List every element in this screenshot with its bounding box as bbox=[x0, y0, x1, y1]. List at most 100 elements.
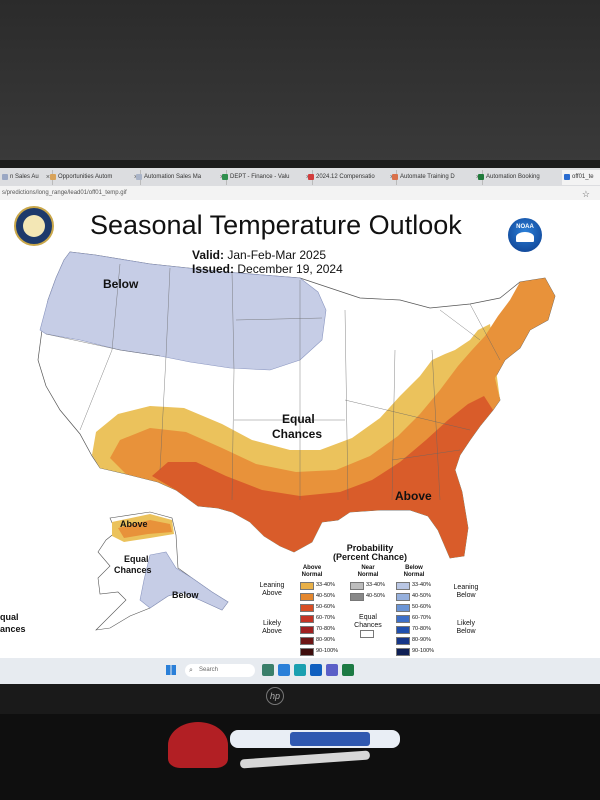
excel-icon[interactable] bbox=[342, 664, 354, 676]
tab-favicon-icon bbox=[50, 174, 56, 180]
legend-below-label: 70-80% bbox=[412, 626, 431, 632]
browser-tab[interactable]: Automate Training D × bbox=[390, 170, 483, 185]
legend-above-swatch bbox=[300, 615, 314, 623]
state-boundaries bbox=[45, 263, 501, 501]
issued-value: December 19, 2024 bbox=[237, 262, 343, 276]
windows-start-icon[interactable] bbox=[166, 665, 176, 675]
browser-tab[interactable]: Automation Sales Ma × bbox=[134, 170, 227, 185]
alaska-above-40-region bbox=[118, 520, 172, 538]
tab-favicon-icon bbox=[392, 174, 398, 180]
legend-near-label: 40-50% bbox=[366, 593, 385, 599]
red-hat-figurine bbox=[168, 722, 228, 768]
tab-label: Automation Booking bbox=[486, 174, 540, 180]
map-label-above: Above bbox=[395, 489, 432, 503]
legend-below-label: 60-70% bbox=[412, 615, 431, 621]
browser-tab[interactable]: DEPT - Finance - Valu × bbox=[220, 170, 313, 185]
tab-close-icon[interactable]: × bbox=[476, 170, 480, 185]
tab-favicon-icon bbox=[136, 174, 142, 180]
legend-below-swatch bbox=[396, 593, 410, 601]
tab-close-icon[interactable]: × bbox=[134, 170, 138, 185]
tab-close-icon[interactable]: × bbox=[220, 170, 224, 185]
legend-above-swatch bbox=[300, 648, 314, 656]
tab-favicon-icon bbox=[308, 174, 314, 180]
legend-below-header: Below Normal bbox=[403, 565, 425, 578]
browser-tab-active[interactable]: off01_te bbox=[562, 170, 600, 185]
legend-above-swatch bbox=[300, 626, 314, 634]
monitor-chin bbox=[0, 684, 600, 714]
legend-below-swatch bbox=[396, 615, 410, 623]
legend-leaning-below: Leaning Below bbox=[453, 584, 479, 599]
outlook-icon[interactable] bbox=[310, 664, 322, 676]
taskbar-search-input[interactable]: ⌕ Search bbox=[185, 664, 255, 677]
legend-above-label: 90-100% bbox=[316, 648, 339, 654]
legend-below-swatch bbox=[396, 604, 410, 612]
legend-equal-swatch bbox=[360, 630, 374, 638]
dry-erase-marker bbox=[230, 730, 400, 748]
tab-favicon-icon bbox=[564, 174, 570, 180]
issued-label: Issued: bbox=[192, 262, 235, 276]
chrome-icon[interactable] bbox=[278, 664, 290, 676]
teams-icon[interactable] bbox=[326, 664, 338, 676]
valid-value: Jan-Feb-Mar 2025 bbox=[227, 248, 327, 262]
bookmark-star-icon[interactable]: ☆ bbox=[581, 189, 590, 199]
tab-close-icon[interactable]: × bbox=[390, 170, 394, 185]
legend-above-label: 40-50% bbox=[316, 593, 335, 599]
browser-tab[interactable]: n Sales Au × bbox=[0, 170, 53, 185]
tab-close-icon[interactable]: × bbox=[306, 170, 310, 185]
below-normal-region bbox=[39, 251, 327, 371]
valid-label: Valid: bbox=[192, 248, 225, 262]
windows-taskbar: ⌕ Search bbox=[0, 658, 600, 684]
legend-above-swatch bbox=[300, 637, 314, 645]
tab-close-icon[interactable]: × bbox=[45, 174, 50, 181]
legend-below-swatch bbox=[396, 648, 410, 656]
legend-below-label: 90-100% bbox=[412, 648, 435, 654]
noaa-logo-text: NOAA bbox=[516, 224, 534, 230]
legend-leaning-above: Leaning Above bbox=[259, 582, 285, 597]
legend-likely-above: Likely Above bbox=[262, 620, 282, 635]
legend-above-swatch bbox=[300, 593, 314, 601]
legend-above-header: Above Normal bbox=[301, 565, 323, 578]
hi-label-chances: ances bbox=[0, 624, 26, 634]
issued-line: Issued: December 19, 2024 bbox=[192, 262, 343, 276]
legend-below-swatch bbox=[396, 582, 410, 590]
browser-tab-strip: n Sales Au × Opportunities Autom × Automat… bbox=[0, 168, 600, 186]
legend-above-label: 60-70% bbox=[316, 615, 335, 621]
widgets-icon[interactable] bbox=[262, 664, 274, 676]
legend-above-swatch bbox=[300, 582, 314, 590]
legend-below-label: 80-90% bbox=[412, 637, 431, 643]
tab-favicon-icon bbox=[2, 174, 8, 180]
legend-below-label: 40-50% bbox=[412, 593, 431, 599]
legend-above-label: 70-80% bbox=[316, 626, 335, 632]
room-background bbox=[0, 0, 600, 165]
browser-tab[interactable]: 2024.12 Compensatio × bbox=[306, 170, 397, 185]
tab-label: Automate Training D bbox=[400, 174, 455, 180]
legend-equal-chances: Equal Chances bbox=[354, 614, 382, 629]
tab-label: Opportunities Autom bbox=[58, 174, 113, 180]
map-label-below: Below bbox=[103, 277, 139, 291]
us-map bbox=[37, 251, 556, 631]
search-icon: ⌕ bbox=[189, 667, 193, 674]
ak-label-below: Below bbox=[172, 590, 199, 600]
noaa-logo-icon: NOAA bbox=[508, 218, 542, 252]
map-label-equal: Equal bbox=[282, 412, 315, 426]
commerce-seal-icon bbox=[14, 206, 54, 246]
outlook-page: NOAA Seasonal Temperature Outlook Valid:… bbox=[0, 200, 600, 658]
page-title: Seasonal Temperature Outlook bbox=[90, 210, 462, 240]
tab-favicon-icon bbox=[222, 174, 228, 180]
legend-above-label: 50-60% bbox=[316, 604, 335, 610]
browser-tab[interactable]: Opportunities Autom × bbox=[48, 170, 141, 185]
edge-icon[interactable] bbox=[294, 664, 306, 676]
ak-label-above: Above bbox=[120, 519, 148, 529]
address-bar[interactable]: s/predictions/long_range/lead01/off01_te… bbox=[0, 186, 600, 201]
map-label-chances: Chances bbox=[272, 427, 323, 441]
search-placeholder: Search bbox=[199, 667, 219, 673]
legend-below-label: 33-40% bbox=[412, 582, 431, 588]
legend-near-label: 33-40% bbox=[366, 582, 385, 588]
hp-logo-icon: hp bbox=[266, 687, 284, 705]
alaska-below-region bbox=[139, 551, 229, 611]
legend-above-swatch bbox=[300, 604, 314, 612]
tab-label: DEPT - Finance - Valu bbox=[230, 174, 290, 180]
legend-above-label: 80-90% bbox=[316, 637, 335, 643]
tab-label: n Sales Au bbox=[10, 174, 39, 180]
browser-tab[interactable]: Automation Booking × bbox=[476, 170, 569, 185]
